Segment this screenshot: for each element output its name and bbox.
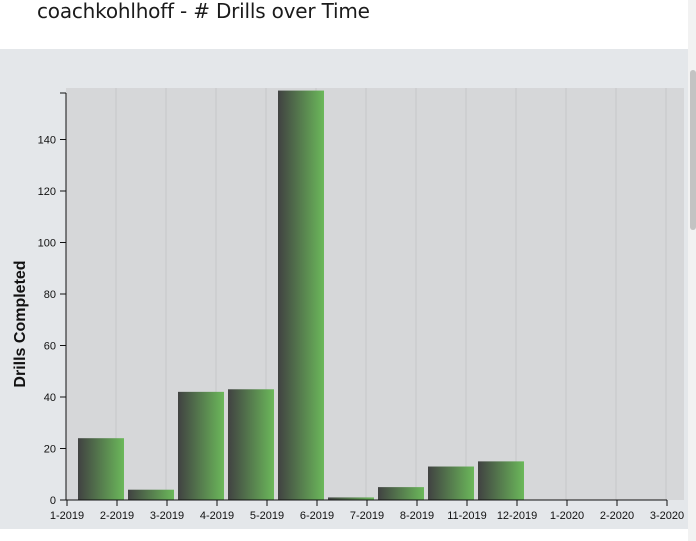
scrollbar-track[interactable] bbox=[688, 0, 696, 541]
x-tick-label: 8-2019 bbox=[400, 510, 434, 522]
y-tick-label: 100 bbox=[38, 238, 56, 250]
y-tick-label: 140 bbox=[38, 135, 56, 147]
y-tick-label: 120 bbox=[38, 186, 56, 198]
x-tick-label: 4-2019 bbox=[200, 510, 234, 522]
bar-6-2019 bbox=[328, 497, 374, 500]
y-tick-label: 80 bbox=[44, 289, 56, 301]
x-tick-label: 2-2020 bbox=[600, 510, 634, 522]
x-tick-label: 1-2019 bbox=[50, 510, 84, 522]
bar-11-2019 bbox=[478, 461, 524, 500]
x-tick-label: 3-2019 bbox=[150, 510, 184, 522]
bar-2-2019 bbox=[128, 489, 174, 500]
bar-5-2019 bbox=[278, 90, 324, 500]
bar-8-2019 bbox=[428, 466, 474, 500]
x-tick-label: 5-2019 bbox=[250, 510, 284, 522]
bottom-strip bbox=[0, 529, 688, 541]
bar-1-2019 bbox=[78, 438, 124, 500]
x-tick-label: 2-2019 bbox=[100, 510, 134, 522]
x-tick-label: 1-2020 bbox=[550, 510, 584, 522]
header-panel: coachkohlhoff - # Drills over Time bbox=[0, 0, 673, 49]
y-tick-label: 0 bbox=[50, 495, 56, 507]
bars bbox=[78, 90, 524, 500]
y-tick-label: 60 bbox=[44, 341, 56, 353]
bar-3-2019 bbox=[178, 391, 224, 500]
x-tick-label: 12-2019 bbox=[497, 510, 537, 522]
page-title: coachkohlhoff - # Drills over Time bbox=[37, 0, 370, 23]
y-axis-title: Drills Completed bbox=[12, 260, 29, 387]
x-tick-label: 3-2020 bbox=[650, 510, 684, 522]
plot-area bbox=[66, 88, 684, 500]
bar-7-2019 bbox=[378, 487, 424, 500]
x-axis: 1-2019 2-2019 3-2019 4-2019 5-2019 6-2019 7-20… bbox=[50, 499, 684, 522]
y-axis: 0 20 40 60 80 100 120 140 bbox=[38, 92, 67, 507]
y-tick-label: 20 bbox=[44, 444, 56, 456]
x-tick-label: 11-2019 bbox=[447, 510, 487, 522]
bar-4-2019 bbox=[228, 389, 274, 500]
y-tick-label: 40 bbox=[44, 392, 56, 404]
scrollbar-thumb[interactable] bbox=[690, 70, 696, 230]
x-tick-label: 7-2019 bbox=[350, 510, 384, 522]
x-tick-label: 6-2019 bbox=[300, 510, 334, 522]
